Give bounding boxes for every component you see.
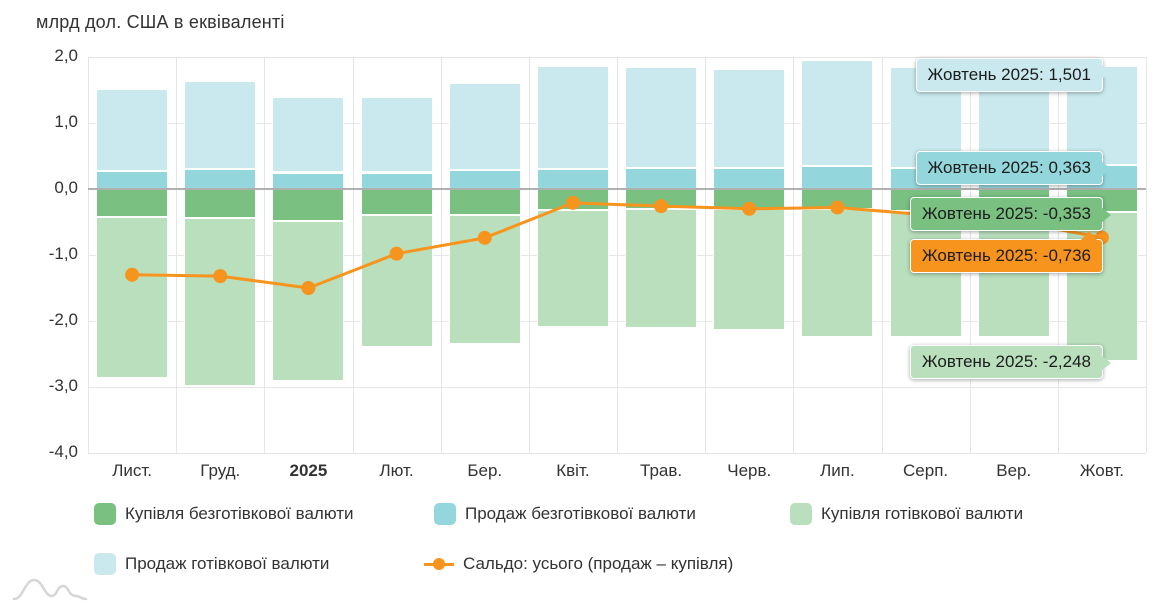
saldo-point[interactable]	[477, 230, 492, 245]
v-gridline	[352, 57, 354, 453]
legend-label: Продаж готівкової валюти	[125, 554, 330, 573]
tooltip-arrow	[1101, 161, 1111, 177]
legend-label: Продаж безготівкової валюти	[465, 504, 696, 523]
bar-segment-buy_cash[interactable]	[361, 215, 433, 348]
legend-item-sell_cash[interactable]: Продаж готівкової валюти	[94, 553, 329, 575]
waves-watermark-icon	[12, 578, 88, 601]
y-axis-label: 1,0	[54, 112, 78, 131]
tooltip-oct-saldo: Жовтень 2025: -0,736	[909, 231, 1103, 273]
tooltip-arrow	[1101, 355, 1111, 371]
legend-item-buy_cash[interactable]: Купівля готівкової валюти	[790, 503, 1023, 525]
bar-segment-sell_cash[interactable]	[184, 81, 256, 169]
bar-segment-buy_cash[interactable]	[96, 216, 168, 378]
legend-label: Сальдо: усього (продаж – купівля)	[463, 554, 734, 573]
v-gridline	[705, 57, 707, 453]
tooltip-arrow	[1081, 231, 1097, 240]
legend-swatch-sell_cash	[94, 553, 116, 575]
y-axis-label: 2,0	[54, 46, 78, 65]
saldo-point[interactable]	[213, 269, 228, 284]
v-gridline	[1146, 57, 1147, 453]
tooltip-arrow	[1101, 64, 1111, 80]
y-axis-label: 0,0	[54, 178, 78, 197]
y-axis-label: -3,0	[48, 376, 78, 395]
legend-item-saldo[interactable]: Сальдо: усього (продаж – купівля)	[424, 553, 733, 575]
bar-segment-sell_cash[interactable]	[96, 88, 168, 172]
v-gridline	[176, 57, 178, 453]
saldo-point[interactable]	[742, 201, 757, 216]
y-axis-label: -4,0	[48, 442, 78, 461]
saldo-point[interactable]	[389, 246, 404, 261]
saldo-point[interactable]	[830, 200, 845, 215]
v-gridline	[88, 57, 89, 453]
v-gridline	[264, 57, 266, 453]
x-axis-label: Лют.	[379, 461, 414, 480]
bar-segment-buy_noncash[interactable]	[449, 189, 521, 215]
saldo-legend-marker	[424, 553, 454, 575]
v-gridline	[528, 57, 530, 453]
x-axis-label: Трав.	[640, 461, 683, 480]
legend-item-sell_noncash[interactable]: Продаж безготівкової валюти	[434, 503, 696, 525]
tooltip-oct-buy-cash: Жовтень 2025: -2,248	[909, 345, 1111, 379]
saldo-point[interactable]	[654, 199, 669, 214]
legend-swatch-buy_noncash	[94, 503, 116, 525]
bar-segment-sell_cash[interactable]	[801, 59, 873, 166]
x-axis-label: Вер.	[996, 461, 1032, 480]
saldo-point[interactable]	[125, 267, 140, 282]
x-axis-label: 2025	[289, 461, 328, 480]
tooltip-oct-sell-cash: Жовтень 2025: 1,501	[915, 58, 1111, 92]
legend-swatch-sell_noncash	[434, 503, 456, 525]
y-axis-label: -1,0	[48, 244, 78, 263]
bar-segment-buy_cash[interactable]	[272, 220, 344, 382]
chart-axis-title: млрд дол. США в еквіваленті	[36, 12, 285, 32]
v-gridline	[793, 57, 795, 453]
bar-segment-sell_cash[interactable]	[272, 96, 344, 173]
x-axis-label: Бер.	[467, 461, 503, 480]
tooltip-arrow	[1101, 207, 1111, 223]
saldo-marker-dot	[433, 558, 445, 570]
bar-segment-buy_cash[interactable]	[890, 210, 962, 337]
v-gridline	[440, 57, 442, 453]
legend-label: Купівля безготівкової валюти	[125, 504, 354, 523]
tooltip-oct-sell-noncash: Жовтень 2025: 0,363	[915, 151, 1111, 185]
h-gridline	[88, 453, 1146, 454]
bar-segment-buy_cash[interactable]	[537, 210, 609, 327]
x-axis-label: Лип.	[820, 461, 855, 480]
bar-segment-sell_cash[interactable]	[361, 96, 433, 173]
bar-segment-buy_cash[interactable]	[713, 209, 785, 330]
legend-item-buy_noncash[interactable]: Купівля безготівкової валюти	[94, 503, 354, 525]
bar-segment-sell_cash[interactable]	[537, 65, 609, 169]
saldo-point[interactable]	[301, 281, 316, 295]
v-gridline	[617, 57, 618, 453]
bar-segment-buy_cash[interactable]	[184, 218, 256, 386]
y-axis-label: -2,0	[48, 310, 78, 329]
tooltip-oct-buy-noncash: Жовтень 2025: -0,353	[909, 197, 1111, 231]
x-axis-label: Лист.	[112, 461, 152, 480]
v-gridline	[881, 57, 883, 453]
x-axis-label: Жовт.	[1079, 461, 1125, 480]
bar-segment-sell_cash[interactable]	[713, 68, 785, 168]
x-axis-label: Черв.	[727, 461, 772, 480]
legend-swatch-buy_cash	[790, 503, 812, 525]
bar-segment-buy_noncash[interactable]	[184, 189, 256, 219]
bar-segment-buy_noncash[interactable]	[272, 189, 344, 221]
legend-label: Купівля готівкової валюти	[821, 504, 1024, 523]
x-axis-label: Серп.	[903, 461, 949, 480]
bar-segment-sell_cash[interactable]	[449, 82, 521, 170]
saldo-point[interactable]	[565, 195, 580, 210]
bar-segment-buy_cash[interactable]	[625, 208, 697, 328]
x-axis-label: Квіт.	[556, 461, 590, 480]
bar-segment-sell_cash[interactable]	[625, 66, 697, 168]
zero-axis-line	[88, 188, 1146, 190]
x-axis-label: Груд.	[200, 461, 241, 480]
bar-segment-buy_cash[interactable]	[801, 209, 873, 337]
